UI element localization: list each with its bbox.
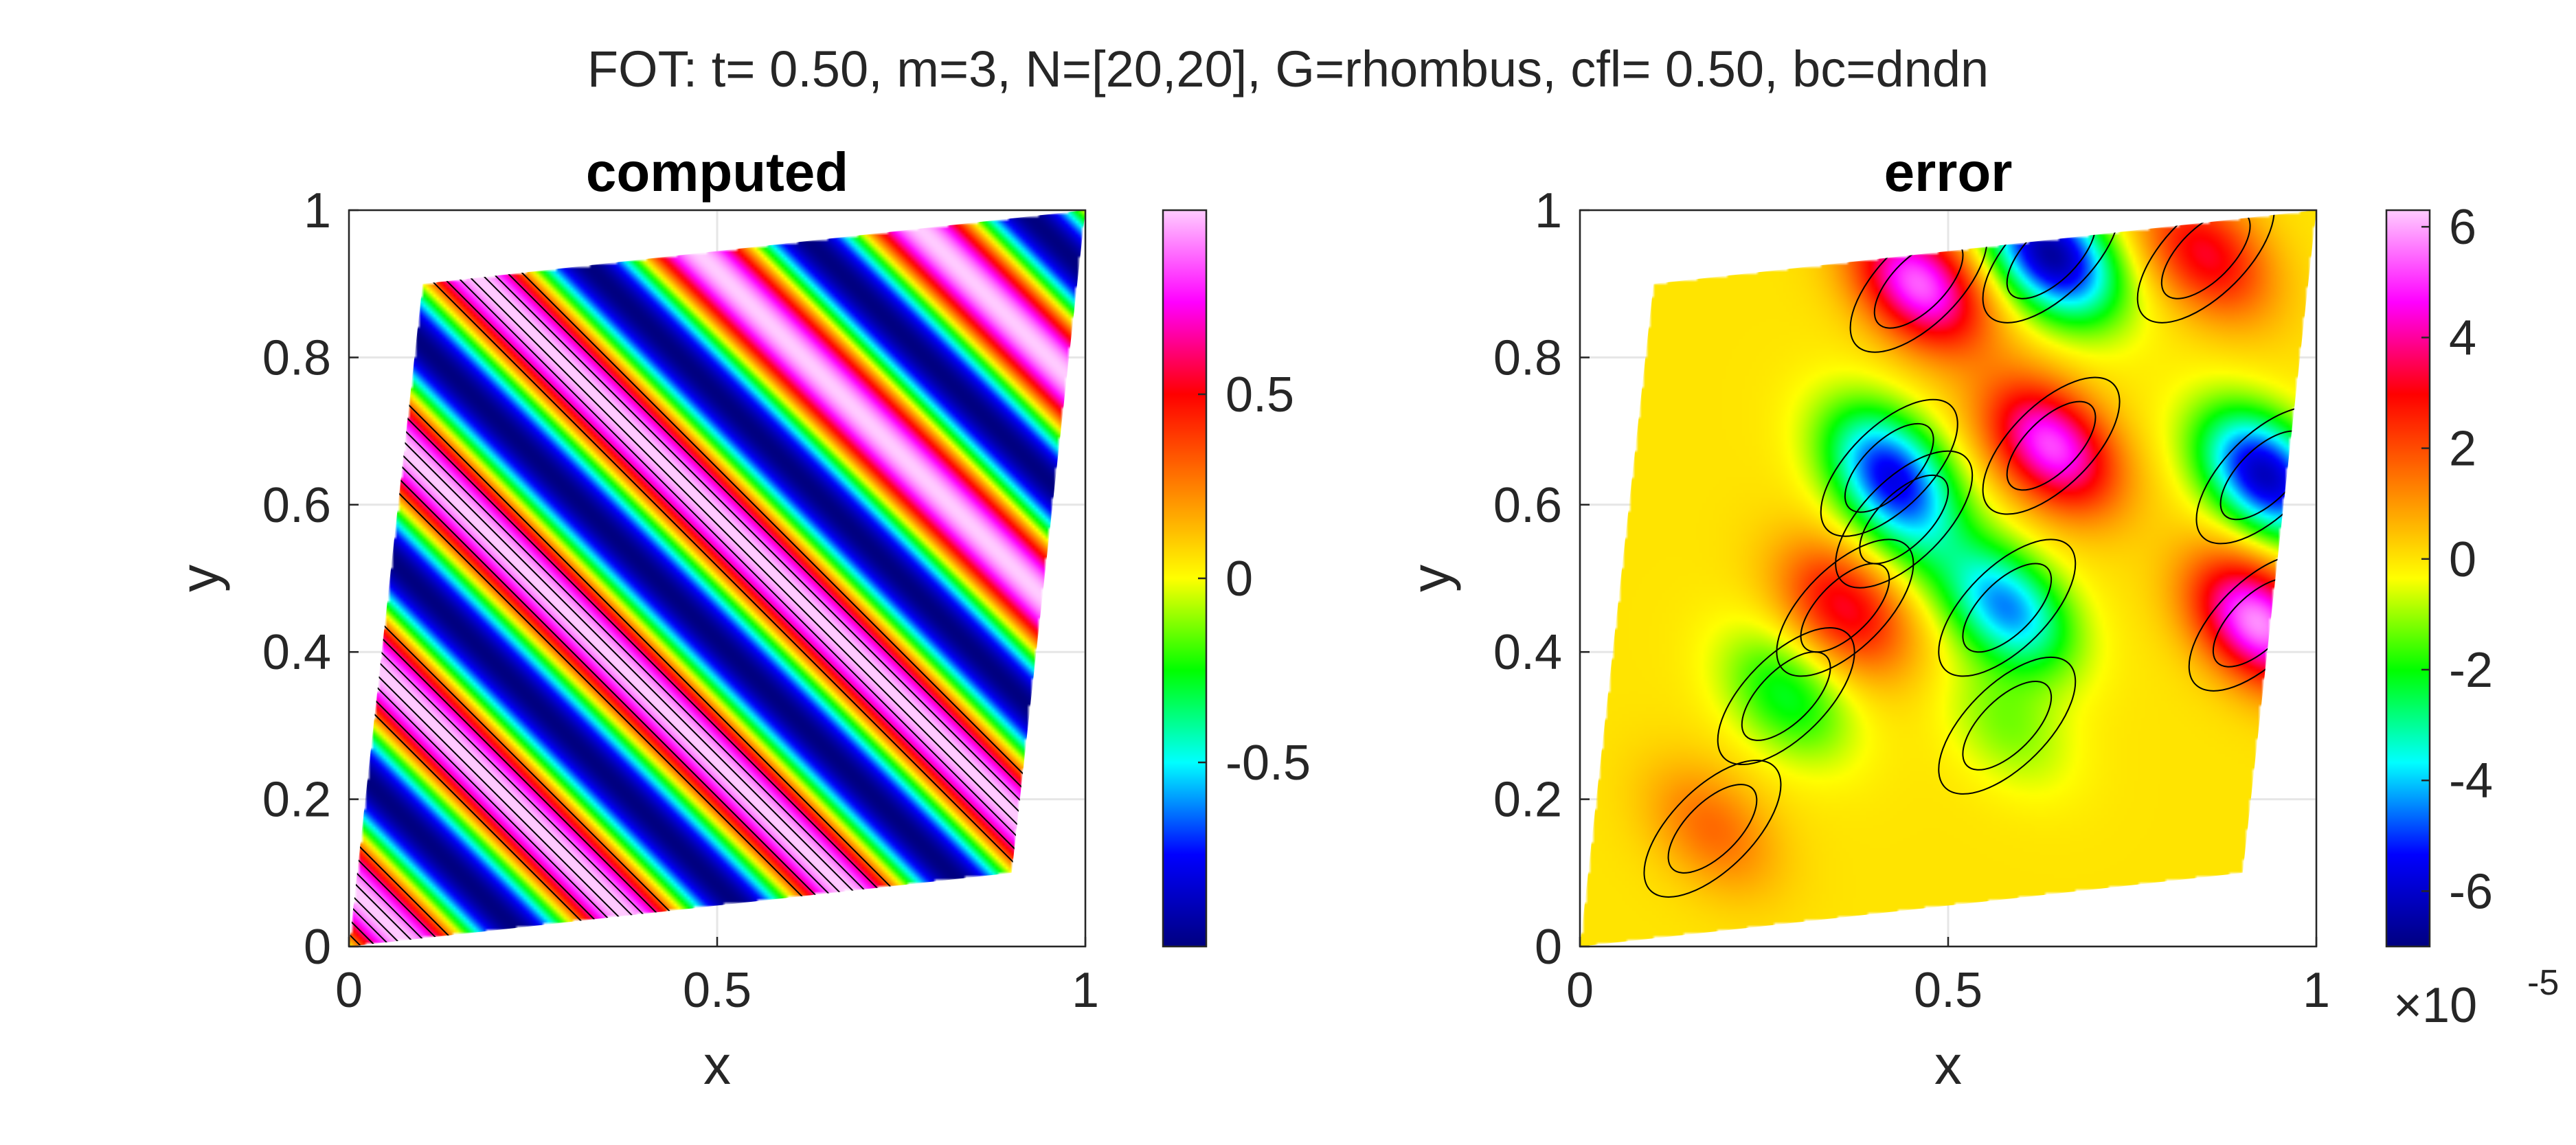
- colorbar-tick-label: -4: [2449, 753, 2493, 808]
- y-axis-label: y: [169, 565, 230, 592]
- contour-line: [1844, 422, 1934, 513]
- contour-line: [349, 210, 539, 946]
- colorbar: [2385, 209, 2431, 948]
- contour-line: [1820, 398, 1958, 537]
- y-axis-label: y: [1400, 565, 1461, 592]
- contour-line: [1938, 539, 2077, 677]
- x-axis-label: x: [1934, 1034, 1962, 1096]
- contour-line: [1962, 681, 2053, 771]
- contour-line: [0, 63, 332, 1094]
- contour-lines: [1643, 210, 2316, 898]
- contour-line: [0, 63, 293, 1094]
- y-tick-label: 0.4: [262, 625, 331, 680]
- colorbar-tick-label: -2: [2449, 643, 2493, 698]
- panel-title: error: [1884, 141, 2013, 203]
- colorbar-tick-label: 0.5: [1225, 367, 1294, 422]
- colorbar-tick-label: 0: [2449, 532, 2476, 587]
- x-tick-label: 0: [335, 963, 363, 1018]
- contour-line: [0, 63, 18, 1094]
- x-tick-label: 1: [2303, 963, 2330, 1018]
- contour-line: [0, 63, 319, 1094]
- contour-line: [0, 63, 47, 1094]
- colorbar-tick-label: 0: [1225, 552, 1253, 606]
- figure-title: FOT: t= 0.50, m=3, N=[20,20], G=rhombus,…: [587, 41, 1989, 98]
- contour-line: [349, 210, 566, 946]
- y-tick-label: 0.8: [1493, 330, 1562, 385]
- colorbar-tick-label: 2: [2449, 422, 2476, 477]
- y-tick-label: 1: [304, 183, 331, 238]
- contour-line: [0, 63, 305, 1094]
- contour-line: [2006, 400, 2097, 491]
- y-tick-label: 0.4: [1493, 625, 1562, 680]
- colorbar-exponent: -5: [2527, 963, 2559, 1003]
- field-image: [349, 210, 1085, 946]
- colorbar-tick-label: -6: [2449, 864, 2493, 919]
- y-tick-label: 1: [1535, 183, 1562, 238]
- colorbar-tick-label: 4: [2449, 310, 2476, 365]
- contour-line: [349, 210, 578, 946]
- contour-line: [1717, 627, 1855, 766]
- x-tick-label: 0.5: [1914, 963, 1982, 1018]
- colorbar-multiplier: ×10: [2393, 978, 2477, 1033]
- contour-line: [0, 63, 101, 1094]
- field-image: [1580, 210, 2316, 946]
- contour-line: [0, 63, 74, 1094]
- y-tick-label: 0.8: [262, 330, 331, 385]
- contour-line: [349, 210, 607, 946]
- x-tick-label: 1: [1072, 963, 1099, 1018]
- contour-line: [0, 63, 32, 1094]
- x-tick-label: 0.5: [683, 963, 752, 1018]
- colorbar-tick-label: -0.5: [1225, 736, 1311, 791]
- colorbar-tick-label: 6: [2449, 200, 2476, 255]
- contour-line: [1776, 539, 1914, 677]
- y-tick-label: 0.6: [262, 478, 331, 533]
- contour-line: [1800, 563, 1890, 653]
- contour-line: [1859, 474, 1950, 565]
- contour-line: [1982, 376, 2121, 515]
- contour-line: [1938, 656, 2077, 795]
- contour-line: [349, 210, 593, 946]
- contour-line: [1667, 784, 1758, 874]
- y-tick-label: 0: [304, 920, 331, 975]
- y-tick-label: 0.2: [262, 773, 331, 828]
- computed-panel: 0 0.5 1 0 0.2 0.4 0.6 0.8 1 x y computed 0.5 0 -0.5: [0, 63, 1311, 1096]
- y-tick-label: 0.2: [1493, 773, 1562, 828]
- contour-line: [0, 63, 59, 1094]
- contour-line: [0, 63, 87, 1094]
- contour-line: [0, 63, 116, 1094]
- contour-line: [1962, 563, 2053, 653]
- panel-title: computed: [586, 141, 848, 203]
- x-axis-label: x: [703, 1034, 731, 1096]
- contour-line: [0, 63, 278, 1094]
- contour-line: [1643, 759, 1782, 898]
- contour-line: [1835, 450, 1974, 589]
- error-panel: 0 0.5 1 0 0.2 0.4 0.6 0.8 1 x y error 6 4 2 0 -2 -4 -6 ×10 -…: [1400, 141, 2559, 1096]
- y-tick-label: 0: [1535, 920, 1562, 975]
- x-tick-label: 0: [1566, 963, 1594, 1018]
- contour-line: [349, 210, 551, 946]
- contour-line: [1741, 651, 1831, 741]
- y-tick-label: 0.6: [1493, 478, 1562, 533]
